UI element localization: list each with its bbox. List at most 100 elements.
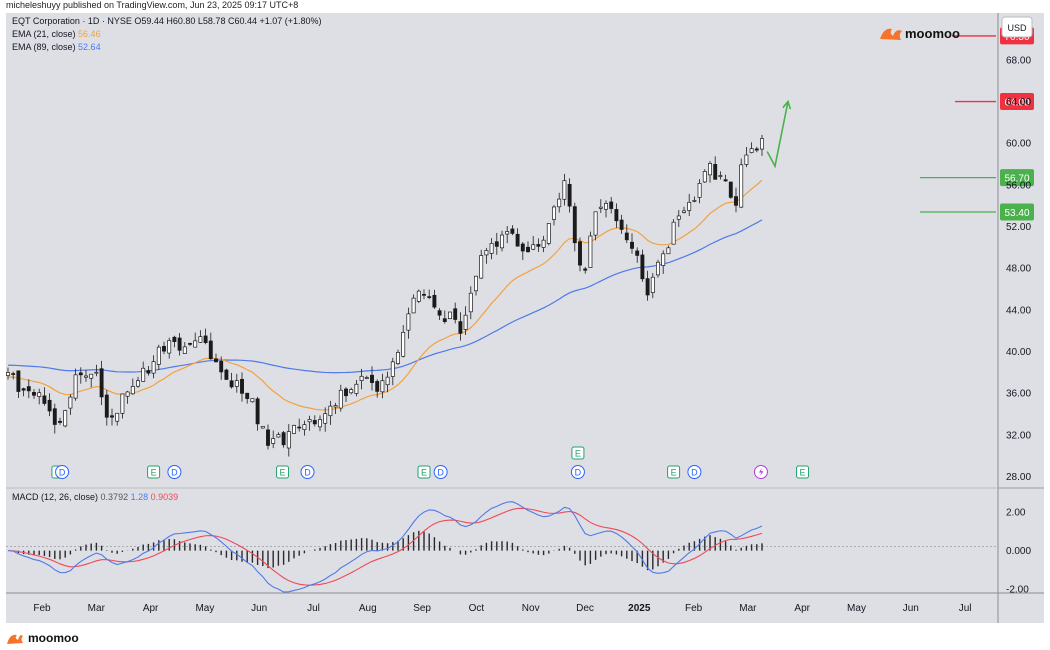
candle-body	[104, 394, 109, 418]
candle-body	[562, 180, 567, 200]
candle-body	[151, 361, 156, 374]
candle	[167, 337, 172, 359]
candle	[328, 400, 333, 425]
candle	[6, 367, 10, 380]
candle	[598, 199, 603, 213]
event-layer: EDEDEDEDDEEDE	[51, 446, 810, 479]
time-axis-tick: Jul	[959, 603, 972, 614]
candle-body	[390, 361, 395, 377]
candle-body	[760, 138, 764, 150]
split-marker[interactable]	[753, 465, 768, 479]
candle	[541, 235, 546, 253]
price-axis-tick: 36.00	[1006, 389, 1031, 400]
candle	[120, 393, 125, 419]
candle	[63, 409, 68, 428]
candle-body	[229, 380, 234, 388]
candle	[448, 311, 452, 320]
earnings-marker-box	[417, 465, 431, 479]
time-axis-tick: Apr	[143, 603, 159, 614]
candle-body	[203, 335, 208, 343]
candle-body	[484, 250, 489, 256]
candle-body	[32, 392, 36, 396]
candle	[656, 259, 660, 278]
candle	[484, 247, 489, 264]
dividend-marker[interactable]: D	[687, 465, 702, 479]
level-price-tag	[1000, 203, 1034, 221]
candle-body	[177, 337, 182, 351]
candle-body	[505, 231, 510, 235]
candle-body	[208, 340, 213, 360]
candle	[260, 426, 265, 429]
earnings-marker-letter: E	[575, 449, 581, 459]
earnings-marker[interactable]: E	[276, 465, 290, 479]
level-price-tag	[1000, 169, 1034, 187]
earnings-marker[interactable]: E	[571, 446, 585, 460]
candle	[702, 169, 707, 183]
candle-body	[52, 408, 57, 425]
level-price-tag	[1000, 93, 1034, 111]
candle	[453, 302, 458, 324]
candle	[172, 335, 177, 348]
earnings-marker[interactable]: E	[147, 465, 161, 479]
candle-body	[224, 369, 229, 380]
candle-body	[99, 368, 104, 398]
earnings-marker-letter: E	[800, 468, 806, 478]
dividend-marker[interactable]: D	[300, 465, 315, 479]
candle	[489, 238, 494, 260]
candle-body	[198, 336, 203, 343]
dividend-marker-letter: D	[437, 468, 444, 478]
candle-body	[479, 255, 484, 279]
candle-body	[567, 184, 572, 207]
candle-body	[260, 426, 265, 429]
dividend-marker[interactable]: D	[55, 465, 70, 479]
candle-body	[645, 278, 650, 296]
dividend-marker[interactable]: D	[433, 465, 448, 479]
candle-body	[385, 376, 390, 386]
price-axis-tick: 48.00	[1006, 264, 1031, 275]
candle-body	[6, 372, 10, 376]
legend-macd-label: MACD (12, 26, close)	[12, 492, 99, 502]
candle	[578, 237, 582, 272]
earnings-marker-letter: E	[671, 468, 677, 478]
candle-body	[754, 148, 759, 151]
candle-body	[338, 389, 343, 409]
candle-body	[453, 308, 458, 320]
candle	[250, 398, 255, 403]
earnings-marker[interactable]: E	[796, 465, 810, 479]
candle-body	[312, 420, 317, 425]
candle	[427, 289, 432, 300]
candle-body	[297, 426, 302, 429]
time-axis-tick: Aug	[359, 603, 377, 614]
candle	[734, 187, 738, 213]
candle	[500, 230, 504, 252]
candle-body	[609, 201, 614, 209]
candle	[468, 286, 473, 320]
level-price-label: 56.70	[1004, 174, 1029, 185]
candle	[546, 223, 551, 246]
earnings-marker[interactable]: E	[667, 465, 681, 479]
candle-body	[697, 183, 702, 198]
dividend-marker[interactable]: D	[167, 465, 182, 479]
projection-arrow	[766, 99, 792, 169]
candle	[125, 390, 130, 404]
candle	[110, 408, 114, 426]
candle-body	[63, 410, 68, 427]
candle	[240, 372, 244, 402]
candle	[760, 134, 764, 156]
dividend-marker-circle	[55, 465, 70, 479]
candle	[224, 368, 229, 380]
currency-box[interactable]: USD	[1001, 16, 1033, 38]
candle-body	[432, 294, 437, 308]
legend-ema21-value: 56.46	[78, 29, 101, 39]
candle	[630, 233, 634, 254]
candle-body	[728, 181, 733, 198]
footer-logo-icon	[7, 634, 23, 644]
candle-body	[120, 393, 125, 414]
candle-body	[619, 219, 624, 230]
earnings-marker[interactable]: E	[417, 465, 431, 479]
candle-body	[661, 253, 666, 266]
dividend-marker[interactable]: D	[570, 465, 585, 479]
macd-signal-line	[7, 507, 763, 586]
ema89-line	[7, 219, 763, 374]
candle-body	[515, 233, 520, 247]
